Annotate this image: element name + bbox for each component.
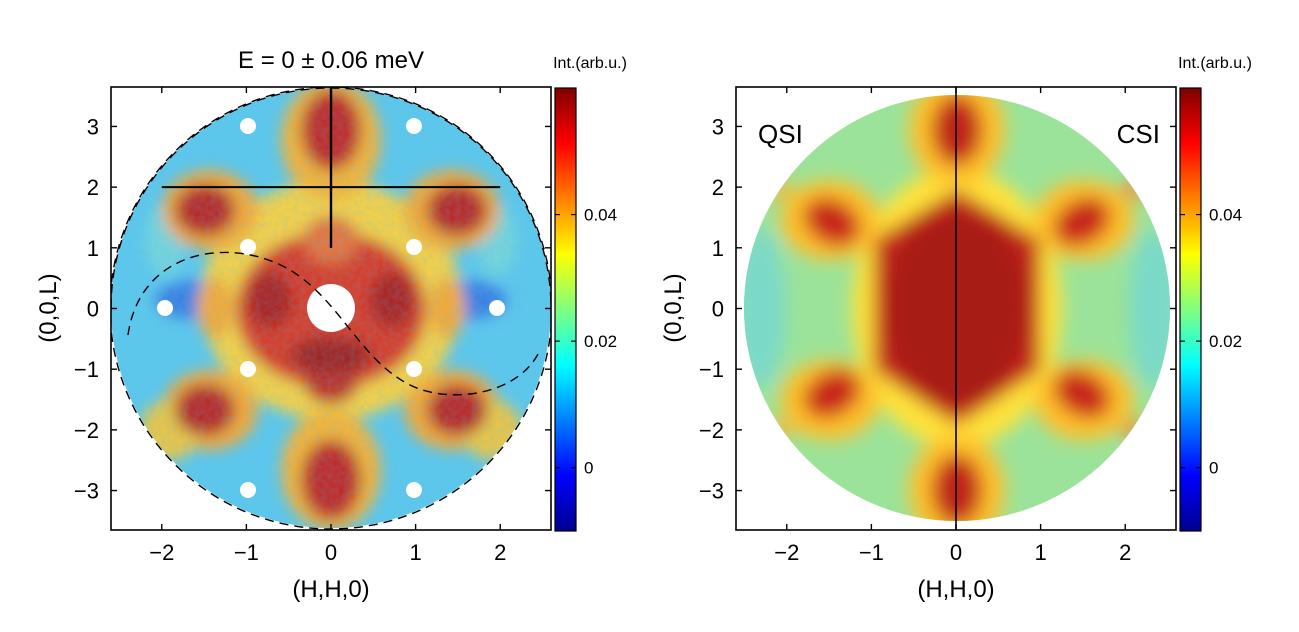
x-tick-label: 1	[1034, 540, 1046, 565]
right-xlabel: (H,H,0)	[917, 576, 994, 603]
x-tick-label: 2	[1119, 540, 1131, 565]
y-tick-label: −1	[699, 357, 724, 382]
left-panel: E = 0 ± 0.06 meV	[35, 47, 627, 603]
colorbar-tick-label: 0.04	[584, 206, 617, 225]
left-title: E = 0 ± 0.06 meV	[238, 47, 424, 74]
colorbar-tick-label: 0.02	[1209, 332, 1242, 351]
masked-spots	[157, 118, 505, 498]
left-colorbar	[554, 87, 577, 532]
right-panel: −2 −1 0 1 2 −3 −2 −1 0 1 2 3 QSI CSI (H,H,0) (0,0,L…	[660, 55, 1252, 603]
y-tick-label: −1	[74, 357, 99, 382]
y-tick-label: −3	[74, 479, 99, 504]
y-tick-label: 2	[87, 175, 99, 200]
colorbar-tick-label: 0	[584, 459, 593, 478]
y-tick-label: 3	[712, 114, 724, 139]
y-tick-label: 0	[712, 297, 724, 322]
left-colorbar-label: Int.(arb.u.)	[553, 55, 627, 72]
y-tick-label: 1	[712, 236, 724, 261]
x-tick-label: 2	[494, 540, 506, 565]
annotation-csi: CSI	[1117, 119, 1160, 149]
right-colorbar-label: Int.(arb.u.)	[1178, 55, 1252, 72]
x-tick-label: 0	[950, 540, 962, 565]
y-tick-label: 3	[87, 114, 99, 139]
colorbar-tick-label: 0.02	[584, 332, 617, 351]
y-tick-label: −2	[74, 418, 99, 443]
y-tick-label: −2	[699, 418, 724, 443]
colorbar-tick-label: 0	[1209, 459, 1218, 478]
right-ylabel: (0,0,L)	[660, 273, 687, 342]
dashed-inner-curve	[127, 251, 541, 396]
x-tick-label: −2	[149, 540, 174, 565]
x-tick-label: 1	[409, 540, 421, 565]
y-tick-label: −3	[699, 479, 724, 504]
y-tick-label: 2	[712, 175, 724, 200]
left-xlabel: (H,H,0)	[292, 576, 369, 603]
left-ylabel: (0,0,L)	[35, 273, 62, 342]
x-tick-label: −2	[774, 540, 799, 565]
x-tick-label: −1	[859, 540, 884, 565]
right-colorbar	[1179, 87, 1202, 532]
y-tick-label: 0	[87, 297, 99, 322]
annotation-qsi: QSI	[758, 119, 803, 149]
x-tick-label: −1	[234, 540, 259, 565]
colorbar-tick-label: 0.04	[1209, 206, 1242, 225]
y-tick-label: 1	[87, 236, 99, 261]
x-tick-label: 0	[325, 540, 337, 565]
left-heatmap	[111, 88, 551, 528]
